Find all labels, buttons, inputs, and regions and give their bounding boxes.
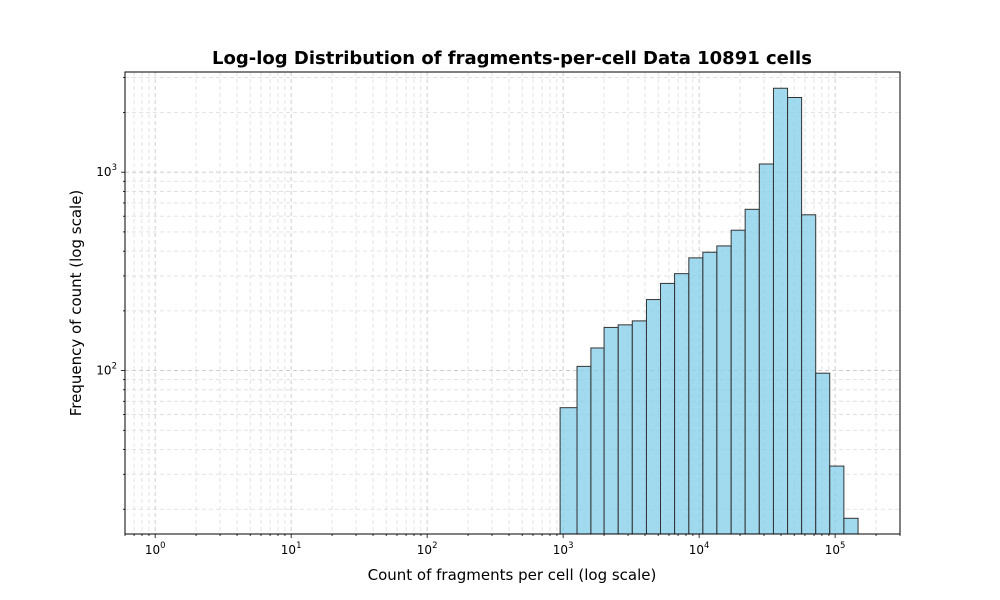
y-axis-label: Frequency of count (log scale) [67, 190, 85, 417]
histogram-bar [631, 320, 647, 535]
chart-title: Log-log Distribution of fragments-per-ce… [212, 48, 812, 69]
histogram-bar [660, 282, 676, 535]
histogram-bar [617, 324, 633, 535]
histogram-bar [787, 97, 803, 535]
x-axis-label: Count of fragments per cell (log scale) [368, 566, 657, 584]
histogram-bar [758, 163, 774, 535]
histogram-bar [559, 407, 578, 535]
histogram-bar [645, 299, 662, 535]
histogram-bar [829, 465, 845, 535]
x-tick-label: 103 [553, 541, 574, 557]
histogram-bar [576, 365, 592, 535]
x-tick-label: 104 [689, 541, 710, 557]
histogram-bar [730, 229, 746, 535]
x-tick-label: 100 [145, 541, 166, 557]
plot-frame [124, 71, 901, 535]
histogram-bar [603, 326, 619, 535]
histogram-bar [590, 347, 605, 535]
histogram-bar [815, 372, 831, 535]
x-tick-label: 101 [281, 541, 302, 557]
histogram-bar [843, 517, 859, 535]
histogram-bars [559, 87, 859, 535]
histogram-bar [716, 245, 732, 535]
histogram-bar [702, 251, 718, 535]
x-tick-label: 105 [825, 541, 846, 557]
histogram-bar [772, 87, 789, 535]
histogram-bar [688, 257, 704, 535]
axis-ticks: 100 101 102 103 104 105 102 103 [96, 77, 901, 557]
histogram-bar [674, 273, 690, 535]
histogram-bar [744, 208, 760, 535]
y-tick-label: 102 [96, 362, 117, 378]
y-tick-label: 103 [96, 163, 117, 179]
x-tick-label: 102 [417, 541, 438, 557]
histogram-bar [801, 214, 817, 535]
